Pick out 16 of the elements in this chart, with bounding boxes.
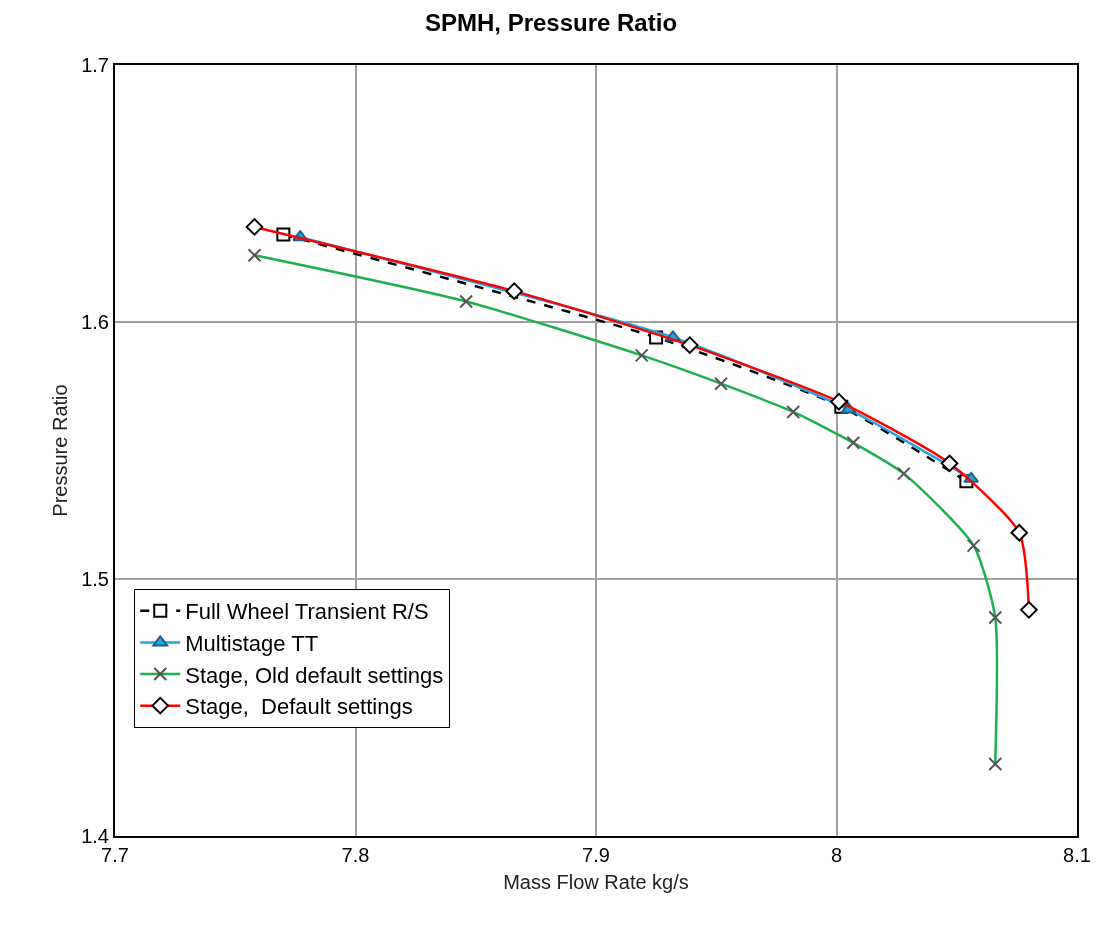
chart-title: SPMH, Pressure Ratio — [424, 8, 678, 36]
y-tick-label: 1.5 — [81, 568, 109, 590]
legend-label: Stage, Default settings — [185, 694, 413, 720]
legend-label: Multistage TT — [185, 631, 319, 657]
y-tick-label: 1.7 — [81, 54, 109, 76]
y-axis-title: Pressure Ratio — [49, 384, 72, 517]
x-tick-label: 7.9 — [582, 844, 610, 866]
x-axis-title: Mass Flow Rate kg/s — [503, 871, 689, 893]
y-tick-label: 1.4 — [81, 825, 109, 847]
y-tick-label: 1.6 — [81, 311, 109, 333]
x-tick-label: 7.8 — [341, 844, 370, 866]
legend-label: Stage, Old default settings — [185, 662, 444, 688]
x-tick-label: 8 — [830, 844, 843, 866]
x-tick-label: 7.7 — [101, 844, 129, 866]
x-tick-label: 8.1 — [1063, 844, 1091, 866]
legend-label: Full Wheel Transient R/S — [185, 599, 429, 625]
